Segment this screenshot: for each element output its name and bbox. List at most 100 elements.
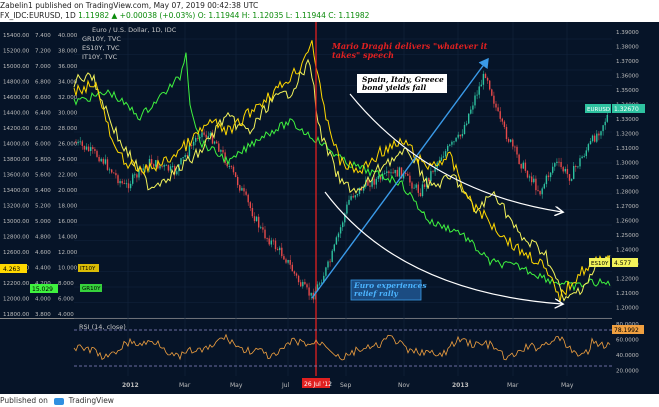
- candle-body: [199, 137, 201, 139]
- candle-body: [323, 275, 325, 283]
- candle-body: [480, 84, 482, 87]
- scale-tick-label: 6.200: [35, 126, 51, 132]
- svg-text:4.263: 4.263: [3, 266, 20, 273]
- candle-body: [526, 170, 529, 178]
- scale-tick-label: 7.400: [35, 33, 51, 39]
- candle-body: [113, 172, 115, 174]
- candle-body: [325, 267, 327, 276]
- scale-tick-label: 6.000: [35, 142, 51, 148]
- trading-chart[interactable]: 15400.00 15200.00 15000.00 14800.00 14600.00…: [0, 22, 659, 394]
- candle-body: [409, 175, 411, 183]
- scale-tick-label: 15000.00: [3, 64, 30, 70]
- svg-text:15.029: 15.029: [32, 286, 53, 293]
- candle-body: [528, 176, 531, 178]
- candle-body: [270, 240, 272, 245]
- candle-body: [444, 151, 447, 157]
- candle-body: [251, 208, 254, 217]
- candle-body: [169, 166, 172, 171]
- candle-body: [346, 204, 348, 214]
- candle-body: [159, 165, 161, 169]
- candle-body: [566, 169, 569, 175]
- scale-tick-label: 5.600: [35, 173, 51, 179]
- scale-tick-label: 12200.00: [3, 281, 30, 287]
- candle-body: [552, 166, 554, 173]
- symbol-info: FX_IDC:EURUSD, 1D 1.11982 ▲ +0.00038 (+0…: [0, 10, 659, 21]
- candle-body: [447, 145, 449, 152]
- candle-body: [375, 179, 377, 185]
- candle-body: [75, 142, 77, 144]
- candle-body: [522, 162, 524, 169]
- scale-tick-label: 4.000: [35, 297, 51, 303]
- scale-tick-label: 7.200: [35, 49, 51, 55]
- price-tick-label: 1.30000: [616, 161, 639, 167]
- candle-body: [358, 187, 361, 194]
- candle-body: [468, 113, 470, 124]
- candle-body: [388, 171, 390, 174]
- candle-body: [211, 133, 214, 144]
- candle-body: [476, 94, 478, 96]
- rsi-pane[interactable]: [0, 319, 612, 376]
- candle-body: [302, 282, 304, 287]
- price-tick-label: 1.35000: [616, 88, 639, 94]
- candle-body: [583, 156, 585, 157]
- candle-body: [260, 227, 262, 229]
- author-link[interactable]: Zabelin1: [0, 1, 33, 10]
- candle-body: [461, 134, 464, 137]
- candle-body: [121, 181, 123, 184]
- candle-body: [190, 145, 193, 146]
- candle-body: [176, 171, 178, 175]
- candle-body: [489, 80, 491, 90]
- candle-body: [491, 89, 493, 96]
- candle-body: [132, 174, 134, 184]
- yields-curve-upper: [349, 93, 562, 212]
- candle-body: [186, 155, 188, 157]
- candle-body: [197, 138, 199, 139]
- candle-body: [497, 107, 499, 112]
- price-tick-label: 1.28000: [616, 190, 639, 196]
- candle-body: [136, 174, 138, 178]
- publish-info: Zabelin1 published on TradingView.com, M…: [0, 0, 659, 11]
- candle-body: [541, 188, 543, 195]
- candle-body: [180, 158, 182, 165]
- footer-brand[interactable]: TradingView: [68, 396, 114, 405]
- candle-body: [150, 159, 153, 165]
- candle-body: [224, 152, 226, 164]
- candle-body: [213, 141, 216, 144]
- candle-body: [87, 146, 90, 152]
- candle-body: [451, 141, 453, 145]
- time-tick-label: May: [230, 382, 243, 389]
- candle-body: [344, 213, 346, 223]
- candle-body: [98, 157, 100, 162]
- scale-tick-label: 8.000: [58, 281, 74, 287]
- candle-body: [129, 183, 132, 189]
- candle-body: [398, 167, 401, 177]
- scale-tick-label: 14000.00: [3, 142, 30, 148]
- price-tick-label: 1.29000: [616, 175, 639, 181]
- candle-body: [268, 238, 270, 245]
- rsi-line: [73, 333, 611, 361]
- svg-text:78.1992: 78.1992: [614, 327, 639, 334]
- rsi-label: RSI (14, close): [79, 323, 126, 331]
- candle-body: [333, 244, 335, 251]
- candle-body: [331, 250, 333, 262]
- scale-tick-label: 22.000: [58, 173, 78, 179]
- main-pane[interactable]: [0, 22, 612, 318]
- scale-tick-label: 24.000: [58, 157, 78, 163]
- candle-body: [207, 135, 209, 138]
- scale-tick-label: 6.400: [35, 111, 51, 117]
- candle-body: [195, 138, 197, 142]
- price-tick-label: 1.22000: [616, 277, 639, 283]
- scale-tick-label: 3.800: [35, 312, 51, 318]
- candle-body: [501, 118, 503, 122]
- scale-tick-label: 14600.00: [3, 95, 30, 101]
- candle-body: [94, 149, 96, 151]
- candle-body: [596, 133, 598, 142]
- candle-body: [411, 182, 413, 189]
- candle-body: [442, 156, 445, 158]
- candle-body: [167, 164, 170, 171]
- candle-body: [92, 147, 94, 149]
- scale-tick-label: 5.400: [35, 188, 51, 194]
- candle-body: [218, 143, 220, 152]
- scale-tick-label: 14200.00: [3, 126, 30, 132]
- candle-body: [484, 73, 487, 78]
